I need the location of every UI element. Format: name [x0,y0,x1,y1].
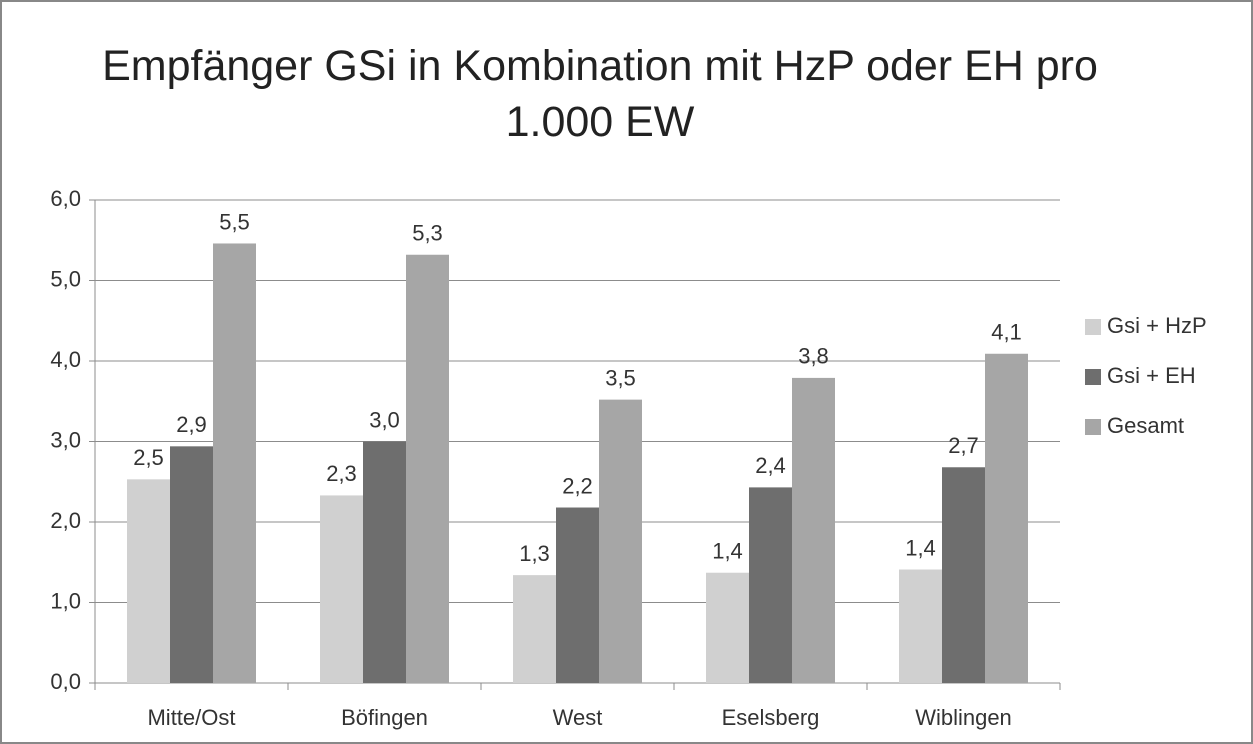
data-label: 1,4 [905,535,936,560]
bar [320,495,363,683]
data-label: 2,7 [948,433,979,458]
legend-swatch [1085,319,1101,335]
legend-label: Gsi + HzP [1107,313,1207,338]
legend-swatch [1085,419,1101,435]
y-tick-label: 1,0 [50,588,81,613]
y-tick-label: 5,0 [50,266,81,291]
y-tick-label: 2,0 [50,508,81,533]
data-label: 3,0 [369,407,400,432]
data-label: 1,4 [712,539,743,564]
bar [942,467,985,683]
x-tick-label: Wiblingen [915,705,1012,730]
data-label: 2,9 [176,412,207,437]
y-tick-label: 0,0 [50,669,81,694]
x-tick-label: Mitte/Ost [147,705,235,730]
x-tick-label: Eselsberg [722,705,820,730]
bar [363,441,406,683]
x-tick-label: West [553,705,603,730]
data-label: 5,3 [412,221,443,246]
bar [599,399,642,683]
bar [406,254,449,684]
bar [127,479,170,683]
data-label: 4,1 [991,320,1022,345]
data-label: 2,2 [562,473,593,498]
data-label: 3,5 [605,365,636,390]
y-tick-label: 6,0 [50,186,81,211]
data-label: 5,5 [219,209,250,234]
bar [706,572,749,683]
legend-label: Gsi + EH [1107,363,1196,388]
data-label: 2,3 [326,461,357,486]
data-label: 3,8 [798,344,829,369]
legend-swatch [1085,369,1101,385]
bar [213,243,256,683]
data-label: 2,4 [755,453,786,478]
bar [899,569,942,683]
bar [513,575,556,683]
data-label: 2,5 [133,445,164,470]
bar [792,377,835,683]
y-tick-label: 4,0 [50,347,81,372]
legend-label: Gesamt [1107,413,1184,438]
y-tick-label: 3,0 [50,427,81,452]
x-tick-label: Böfingen [341,705,428,730]
bar [985,353,1028,683]
bar [749,487,792,683]
data-label: 1,3 [519,541,550,566]
chart-title: Empfänger GSi in Kombination mit HzP ode… [102,42,1098,146]
bar [170,446,213,683]
bar [556,507,599,683]
